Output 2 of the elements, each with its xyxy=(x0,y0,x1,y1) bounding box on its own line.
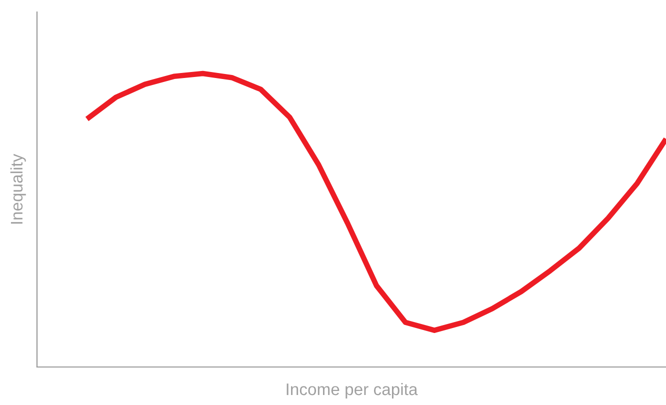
y-axis-title: Inequality xyxy=(10,154,26,224)
x-axis-title: Income per capita xyxy=(286,382,418,399)
